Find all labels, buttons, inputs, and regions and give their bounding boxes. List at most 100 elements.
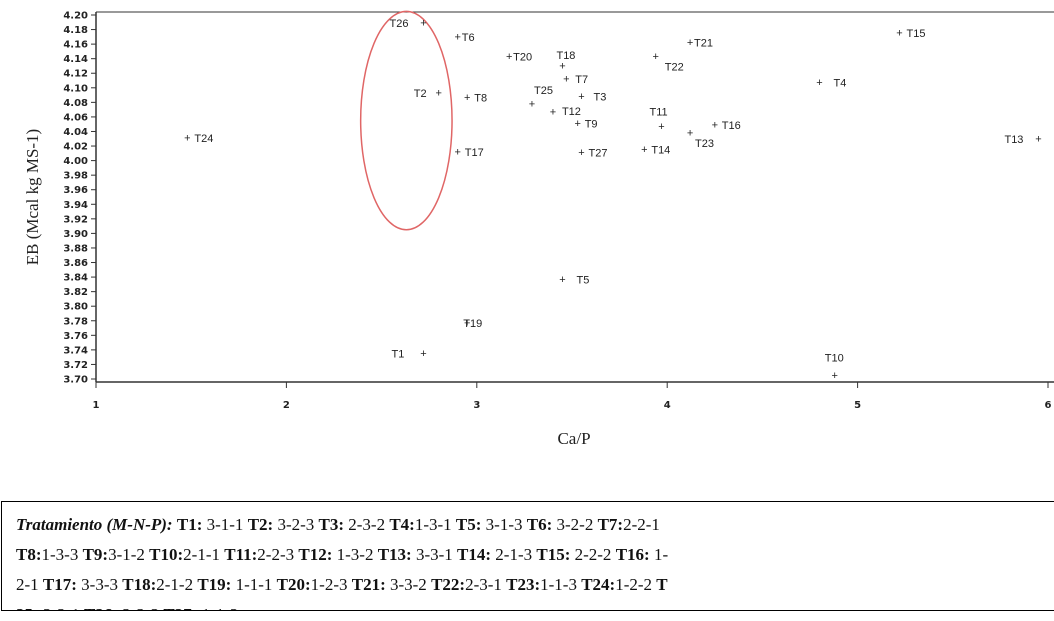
y-tick-label: 3.88 [63,243,88,254]
legend-value: 1-3-3 [41,545,83,564]
y-tick-label: 3.98 [63,171,88,182]
point-label-t10: T10 [825,352,844,364]
point-label-t26: T26 [389,18,408,30]
legend-value: 3-1-1 [202,515,248,534]
point-marker: + [455,146,461,158]
y-tick-label: 4.08 [63,98,88,109]
chart-area: 3.70 3.72 3.74 3.76 3.78 3.80 3.82 3.84 3.86 3.88… [23,10,1054,448]
legend-line: T8:1-3-3 T9:3-1-2 T10:2-1-1 T11:2-2-3 T1… [16,540,1050,570]
legend-code: T20: [276,575,311,594]
legend-value: 2-2-2 [570,545,616,564]
point-label-t7: T7 [575,74,588,86]
point-label-t2: T2 [414,88,427,100]
legend-line: Tratamiento (M-N-P): T1: 3-1-1 T2: 3-2-3… [16,510,1050,540]
legend-value: 3-3-1 [411,545,458,564]
point-label-t19: T19 [463,318,482,330]
legend-value: 1-3-1 [414,515,456,534]
legend-value: 3-3-3 [76,575,123,594]
y-tick-label: 3.94 [63,200,88,211]
point-label-t3: T3 [594,92,607,104]
legend-value: 3-3-2 [385,575,432,594]
x-tick-label: 1 [93,400,100,411]
y-tick-label: 4.04 [63,127,88,138]
point-marker: + [687,127,693,139]
legend-code: 25: [16,605,39,610]
point-marker: + [658,121,664,133]
legend-value: 1-1-1 [231,575,277,594]
legend-code: T14: [457,545,492,564]
legend-code: T9: [82,545,109,564]
y-tick-label: 4.10 [63,83,88,94]
point-marker: + [559,60,565,72]
legend-code: T2: [247,515,274,534]
y-tick-label: 3.84 [63,273,88,284]
point-marker: + [1035,133,1041,145]
legend-value: 1-2-2 [615,575,657,594]
point-label-t21: T21 [694,38,713,50]
y-tick-label: 3.78 [63,316,88,327]
y-tick-label: 4.02 [63,142,88,153]
y-tick-label: 4.16 [63,40,88,51]
legend-code: T11: [224,545,258,564]
y-tick-label: 3.82 [63,287,88,298]
point-marker: + [653,51,659,63]
point-marker: + [184,133,190,145]
legend-code: T3: [318,515,345,534]
y-axis-title: EB (Mcal kg MS-1) [23,129,42,265]
y-tick-label: 3.74 [63,345,88,356]
point-marker: + [420,18,426,30]
legend-code: T6: [526,515,553,534]
point-marker: + [420,348,426,360]
point-marker: + [574,118,580,130]
legend-code: T24: [581,575,616,594]
point-marker: + [896,28,902,40]
legend-code: T16: [615,545,650,564]
point-marker: + [436,87,442,99]
legend-value: 3-2-1 [39,605,84,610]
legend-code: T12: [298,545,333,564]
point-label-t5: T5 [576,274,589,286]
legend-value: 2-1-2 [156,575,198,594]
legend-code: T10: [149,545,184,564]
legend-code: T5: [455,515,482,534]
point-marker: + [578,147,584,159]
point-marker: + [464,92,470,104]
point-label-t25: T25 [534,85,553,97]
y-tick-label: 4.12 [63,69,88,80]
legend-code: T26: [84,605,118,610]
point-marker: + [687,37,693,49]
point-label-t24: T24 [194,133,213,145]
point-marker: + [816,77,822,89]
x-tick-label: 5 [854,400,861,411]
legend-value: 3-1-3 [481,515,527,534]
point-label-t18: T18 [556,50,575,62]
legend-value: 1-3-2 [332,545,378,564]
legend-value: 2-2-1 [623,515,660,534]
legend-value: 1- [649,545,669,564]
point-marker: + [529,98,535,110]
point-marker: + [559,274,565,286]
y-tick-label: 4.06 [63,112,88,123]
y-tick-label: 3.90 [63,229,88,240]
legend-value: 2-1-1 [183,545,225,564]
point-label-t15: T15 [906,28,925,40]
highlight-ellipse [359,10,453,231]
legend-code: T1: [176,515,203,534]
point-label-t23: T23 [695,138,714,150]
y-tick-label: 4.14 [63,54,88,65]
y-tick-label: 3.92 [63,214,88,225]
legend-value: 2-3-1 [465,575,507,594]
point-marker: + [550,106,556,118]
legend-title: Tratamiento (M-N-P): [16,515,173,534]
point-label-t6: T6 [462,32,475,44]
legend-code: T8: [16,545,42,564]
point-label-t14: T14 [651,145,670,157]
point-label-t12: T12 [562,106,581,118]
point-label-t4: T4 [834,78,847,90]
x-tick-label: 4 [664,400,671,411]
y-tick-label: 4.00 [63,156,88,167]
y-tick-label: 3.76 [63,331,88,342]
legend-value: 2-3-3 [118,605,163,610]
legend-line: 2-1 T17: 3-3-3 T18:2-1-2 T19: 1-1-1 T20:… [16,570,1050,600]
legend-value: 3-1-2 [108,545,150,564]
